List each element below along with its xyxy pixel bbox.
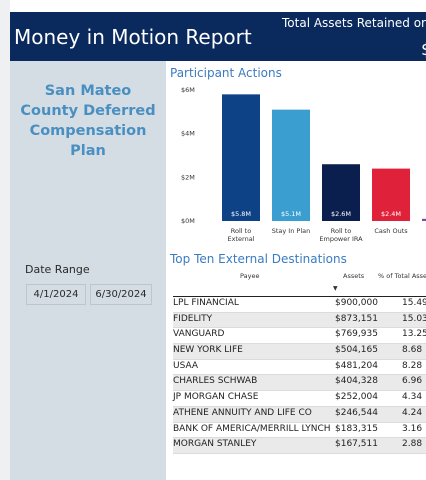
assets-cell: $252,004 [335, 392, 378, 403]
table-row[interactable]: VANGUARD $769,935 13.25 [173, 328, 426, 345]
x-category-label: External [228, 235, 255, 243]
bar[interactable] [422, 218, 426, 221]
report-title: Money in Motion Report [14, 25, 252, 49]
y-tick-label: $0M [181, 217, 195, 225]
x-category-label: Stay In Plan [272, 227, 311, 235]
x-category-label: Cash Outs [374, 227, 408, 235]
bar[interactable] [222, 94, 260, 221]
assets-cell: $769,935 [335, 329, 378, 340]
y-tick-label: $4M [181, 130, 195, 138]
percent-cell: 8.28 [402, 360, 423, 371]
total-assets-value: $ [421, 40, 426, 60]
x-category-label: Roll to [231, 227, 251, 235]
table-row[interactable]: ATHENE ANNUITY AND LIFE CO $246,544 4.24 [173, 406, 426, 423]
table-row[interactable]: BANK OF AMERICA/MERRILL LYNCH $183,315 3.1… [173, 423, 426, 439]
column-header-assets[interactable]: Assets [343, 272, 365, 280]
bar-data-label: $2.6M [331, 210, 351, 218]
participant-actions-title: Participant Actions [170, 66, 282, 80]
sidebar: San Mateo County Deferred Compensation P… [10, 61, 166, 480]
bar-data-label: $2.4M [381, 210, 401, 218]
payee-cell: BANK OF AMERICA/MERRILL LYNCH [173, 423, 331, 434]
assets-cell: $167,511 [335, 439, 378, 450]
sort-descending-icon[interactable]: ▼ [333, 285, 338, 292]
total-assets-label: Total Assets Retained or A [282, 16, 426, 30]
y-tick-label: $6M [181, 86, 195, 94]
percent-cell: 8.68 [402, 345, 423, 356]
bar-data-label: $5.1M [281, 210, 301, 218]
destinations-table: LPL FINANCIAL $900,000 15.49 FIDELITY $873,1… [173, 296, 426, 454]
x-category-label: Empower IRA [319, 235, 363, 243]
bar[interactable] [272, 109, 310, 221]
percent-cell: 13.25 [402, 329, 426, 340]
payee-cell: VANGUARD [173, 329, 225, 340]
percent-cell: 3.16 [402, 423, 423, 434]
table-row[interactable]: LPL FINANCIAL $900,000 15.49 [173, 297, 426, 313]
date-range-start-input[interactable]: 4/1/2024 [26, 284, 86, 305]
table-row[interactable]: JP MORGAN CHASE $252,004 4.34 [173, 391, 426, 407]
payee-cell: ATHENE ANNUITY AND LIFE CO [173, 407, 312, 418]
destinations-title: Top Ten External Destinations [170, 252, 347, 266]
percent-cell: 6.96 [402, 376, 423, 387]
y-tick-label: $2M [181, 173, 195, 181]
column-header-percent[interactable]: % of Total Asset [378, 272, 426, 280]
payee-cell: CHARLES SCHWAB [173, 376, 258, 387]
payee-cell: MORGAN STANLEY [173, 439, 257, 450]
payee-cell: USAA [173, 360, 199, 371]
table-row[interactable]: FIDELITY $873,151 15.03 [173, 312, 426, 329]
assets-cell: $481,204 [335, 360, 378, 371]
report-header: Money in Motion Report Total Assets Reta… [10, 12, 426, 61]
percent-cell: 2.88 [402, 439, 423, 450]
bar-data-label: $5.8M [231, 210, 251, 218]
column-header-payee[interactable]: Payee [240, 272, 260, 280]
plan-name: San Mateo County Deferred Compensation P… [20, 83, 156, 159]
report-page: Money in Motion Report Total Assets Reta… [10, 0, 426, 480]
date-range-label: Date Range [25, 263, 90, 276]
assets-cell: $404,328 [335, 376, 378, 387]
payee-cell: FIDELITY [173, 313, 213, 324]
date-range-end-input[interactable]: 6/30/2024 [90, 284, 152, 305]
table-row[interactable]: CHARLES SCHWAB $404,328 6.96 [173, 375, 426, 392]
table-row[interactable]: MORGAN STANLEY $167,511 2.88 [173, 438, 426, 454]
payee-cell: NEW YORK LIFE [173, 345, 243, 356]
payee-cell: LPL FINANCIAL [173, 298, 239, 308]
percent-cell: 15.49 [402, 298, 426, 308]
bar[interactable] [322, 164, 360, 221]
bar[interactable] [372, 168, 410, 221]
top-strip [10, 0, 426, 12]
table-row[interactable]: NEW YORK LIFE $504,165 8.68 [173, 344, 426, 360]
assets-cell: $873,151 [335, 313, 378, 324]
percent-cell: 4.34 [402, 392, 423, 403]
percent-cell: 15.03 [402, 313, 426, 324]
payee-cell: JP MORGAN CHASE [173, 392, 259, 403]
assets-cell: $504,165 [335, 345, 378, 356]
x-category-label: Roll to [331, 227, 351, 235]
percent-cell: 4.24 [402, 407, 423, 418]
assets-cell: $183,315 [335, 423, 378, 434]
assets-cell: $900,000 [335, 298, 378, 308]
table-row[interactable]: USAA $481,204 8.28 [173, 360, 426, 376]
assets-cell: $246,544 [335, 407, 378, 418]
